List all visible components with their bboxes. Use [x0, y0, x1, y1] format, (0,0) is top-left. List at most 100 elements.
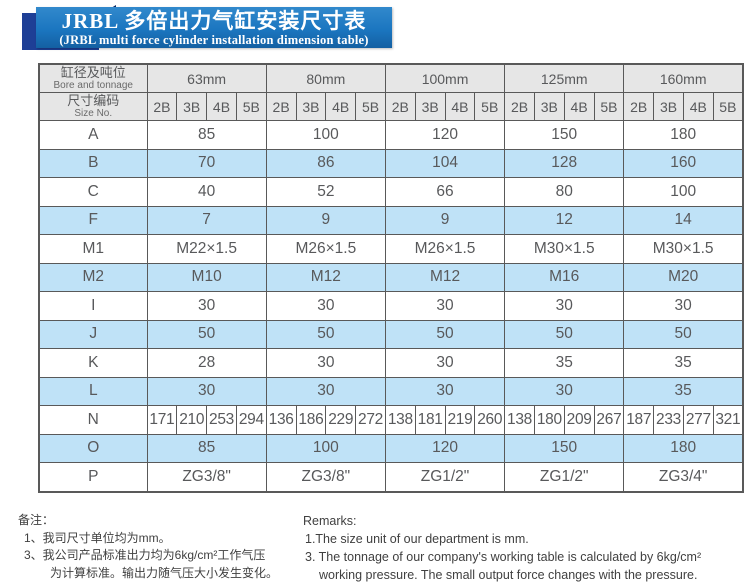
value-cell: 186	[295, 405, 327, 435]
row-label-C: C	[38, 177, 148, 207]
value-cell: 52	[265, 177, 386, 207]
row-label-N: N	[38, 405, 148, 435]
size-code-80mm-4B: 4B	[325, 92, 357, 121]
value-cell: 70	[146, 148, 267, 178]
size-no-label-en: Size No.	[74, 108, 113, 119]
note-line: 1.The size unit of our department is mm.	[305, 532, 529, 546]
size-code-80mm-3B: 3B	[295, 92, 327, 121]
value-cell: 14	[623, 205, 744, 235]
value-cell: ZG3/4"	[623, 462, 744, 492]
value-cell: 30	[384, 348, 506, 378]
row-label-M1: M1	[38, 234, 148, 264]
size-code-80mm-5B: 5B	[355, 92, 386, 121]
size-code-80mm-2B: 2B	[265, 92, 297, 121]
value-cell: 321	[712, 405, 744, 435]
bore-header-80mm: 80mm	[265, 63, 386, 93]
table-row-F: F 7 9 9 12 14	[38, 205, 744, 235]
row-label-B: B	[38, 148, 148, 178]
value-cell: 171	[146, 405, 178, 435]
value-cell: 138	[384, 405, 416, 435]
bore-header-160mm: 160mm	[623, 63, 744, 93]
value-cell: 66	[384, 177, 506, 207]
size-no-label-zh: 尺寸编码	[67, 93, 120, 108]
row-label-J: J	[38, 319, 148, 349]
size-code-125mm-4B: 4B	[563, 92, 595, 121]
value-cell: 229	[325, 405, 357, 435]
size-code-125mm-5B: 5B	[593, 92, 625, 121]
value-cell: 160	[623, 148, 744, 178]
dimension-table: 缸径及吨位 Bore and tonnage 63mm 80mm 100mm 125m…	[38, 63, 744, 493]
value-cell: 267	[593, 405, 625, 435]
table-row-C: C 40 52 66 80 100	[38, 177, 744, 207]
size-code-100mm-4B: 4B	[444, 92, 476, 121]
table-row-A: A 85 100 120 150 180	[38, 120, 744, 150]
value-cell: 104	[384, 148, 506, 178]
table-row-B: B 70 86 104 128 160	[38, 148, 744, 178]
value-cell: M20	[623, 262, 744, 292]
size-code-160mm-5B: 5B	[712, 92, 744, 121]
value-cell: 50	[265, 319, 386, 349]
size-code-160mm-3B: 3B	[653, 92, 684, 121]
value-cell: 294	[235, 405, 267, 435]
value-cell: 180	[533, 405, 565, 435]
table-row-N: N 171 210 253 294 136 186 229 272 138 181 219 260 138…	[38, 405, 744, 435]
row-label-A: A	[38, 120, 148, 150]
value-cell: 30	[265, 348, 386, 378]
value-cell: 85	[146, 433, 267, 463]
row-label-L: L	[38, 376, 148, 406]
value-cell: 100	[265, 120, 386, 150]
value-cell: M30×1.5	[504, 234, 625, 264]
value-cell: M12	[384, 262, 506, 292]
value-cell: M26×1.5	[265, 234, 386, 264]
value-cell: M10	[146, 262, 267, 292]
bore-header-125mm: 125mm	[504, 63, 625, 93]
value-cell: 30	[504, 291, 625, 321]
value-cell: 30	[504, 376, 625, 406]
value-cell: M22×1.5	[146, 234, 267, 264]
value-cell: 7	[146, 205, 267, 235]
notes-chinese: 备注： 1、我司尺寸单位均为mm。 3、我公司产品标准出力均为6kg/cm²工作气…	[18, 512, 303, 582]
value-cell: 150	[504, 433, 625, 463]
value-cell: 187	[623, 405, 655, 435]
table-row-O: O 85 100 120 150 180	[38, 433, 744, 463]
value-cell: 28	[146, 348, 267, 378]
notes-english: Remarks: 1.The size unit of our departme…	[303, 512, 743, 584]
value-cell: ZG1/2"	[384, 462, 506, 492]
size-code-160mm-2B: 2B	[623, 92, 655, 121]
note-line: 3、我公司产品标准出力均为6kg/cm²工作气压	[24, 548, 266, 562]
value-cell: 40	[146, 177, 267, 207]
value-cell: 100	[623, 177, 744, 207]
value-cell: 30	[623, 291, 744, 321]
value-cell: 50	[504, 319, 625, 349]
value-cell: 253	[206, 405, 237, 435]
value-cell: 277	[682, 405, 714, 435]
page-subtitle: (JRBL multi force cylinder installation …	[59, 33, 369, 47]
value-cell: 136	[265, 405, 297, 435]
size-code-125mm-3B: 3B	[533, 92, 565, 121]
corner-header-bore: 缸径及吨位 Bore and tonnage	[38, 63, 148, 93]
table-row-M2: M2 M10 M12 M12 M16 M20	[38, 262, 744, 292]
row-label-I: I	[38, 291, 148, 321]
size-code-63mm-2B: 2B	[146, 92, 178, 121]
value-cell: 50	[384, 319, 506, 349]
size-code-63mm-3B: 3B	[176, 92, 208, 121]
bore-tonnage-label-en: Bore and tonnage	[53, 80, 133, 91]
notes-zh-lines: 1、我司尺寸单位均为mm。 3、我公司产品标准出力均为6kg/cm²工作气压 为计算…	[18, 530, 303, 583]
value-cell: ZG3/8"	[146, 462, 267, 492]
notes-en-lines: 1.The size unit of our department is mm.…	[303, 530, 743, 584]
value-cell: 35	[623, 348, 744, 378]
row-label-P: P	[38, 462, 148, 492]
value-cell: 138	[504, 405, 535, 435]
value-cell: 50	[146, 319, 267, 349]
bore-header-63mm: 63mm	[146, 63, 267, 93]
size-code-header-row: 尺寸编码 Size No. 2B 3B 4B 5B 2B 3B 4B 5B 2B 3B 4B 5B 2B…	[38, 92, 744, 121]
value-cell: 233	[653, 405, 684, 435]
table-row-J: J 50 50 50 50 50	[38, 319, 744, 349]
value-cell: 150	[504, 120, 625, 150]
size-code-160mm-4B: 4B	[682, 92, 714, 121]
value-cell: 120	[384, 120, 506, 150]
bore-header-row: 缸径及吨位 Bore and tonnage 63mm 80mm 100mm 125m…	[38, 63, 744, 93]
value-cell: 30	[384, 376, 506, 406]
size-code-100mm-3B: 3B	[414, 92, 446, 121]
value-cell: 30	[265, 376, 386, 406]
